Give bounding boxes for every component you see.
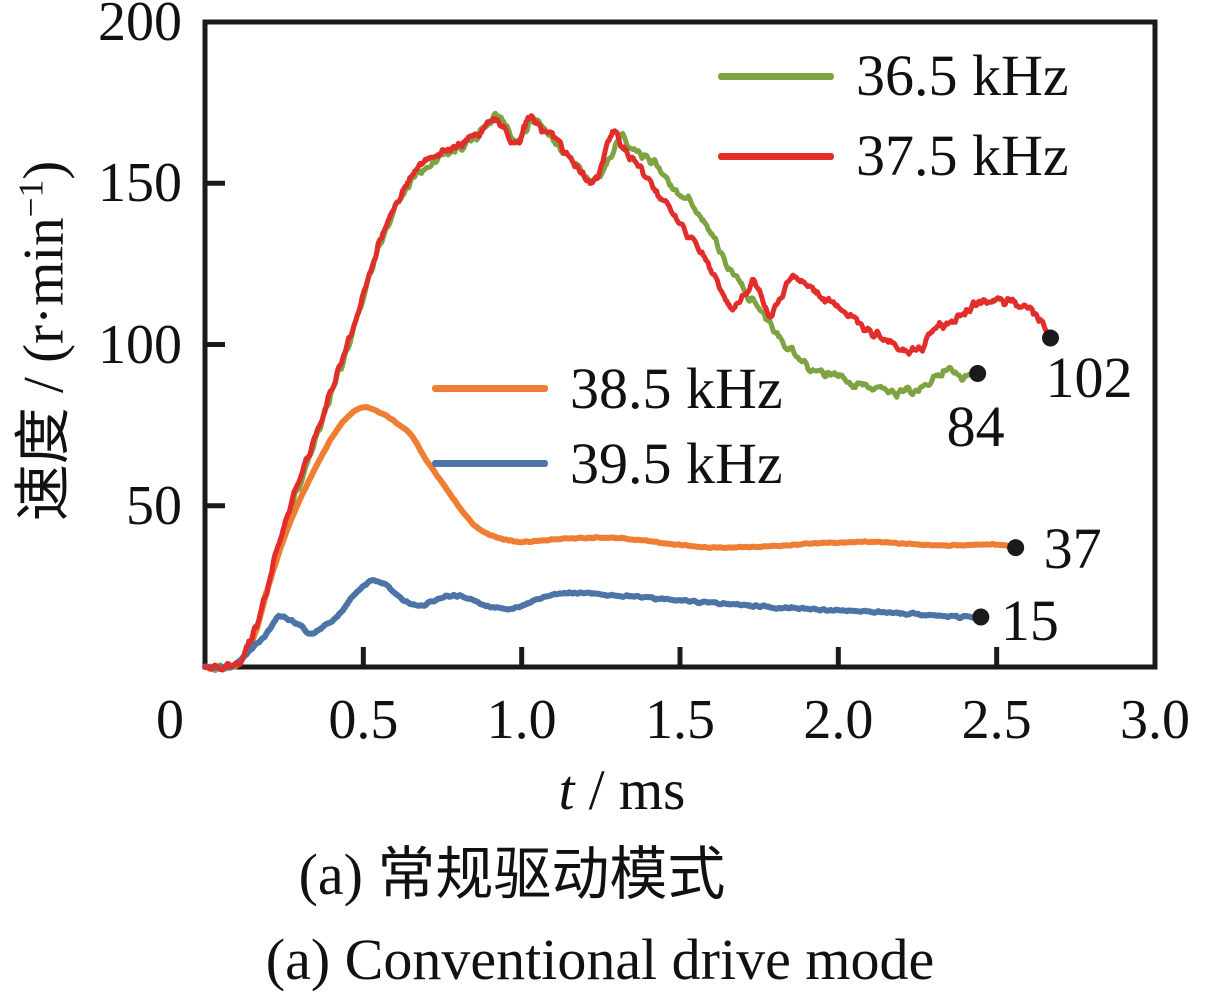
series-line-38-5-kHz xyxy=(202,404,1019,672)
endpoint-dot-37 xyxy=(1007,539,1025,557)
series-line-39-5-kHz xyxy=(202,577,984,671)
series-line-36-5-kHz xyxy=(202,110,981,673)
endpoint-dot-15 xyxy=(972,608,990,626)
endpoint-dot-102 xyxy=(1042,329,1059,347)
series-line-37-5-kHz xyxy=(202,113,1053,673)
endpoint-dot-84 xyxy=(969,365,987,383)
